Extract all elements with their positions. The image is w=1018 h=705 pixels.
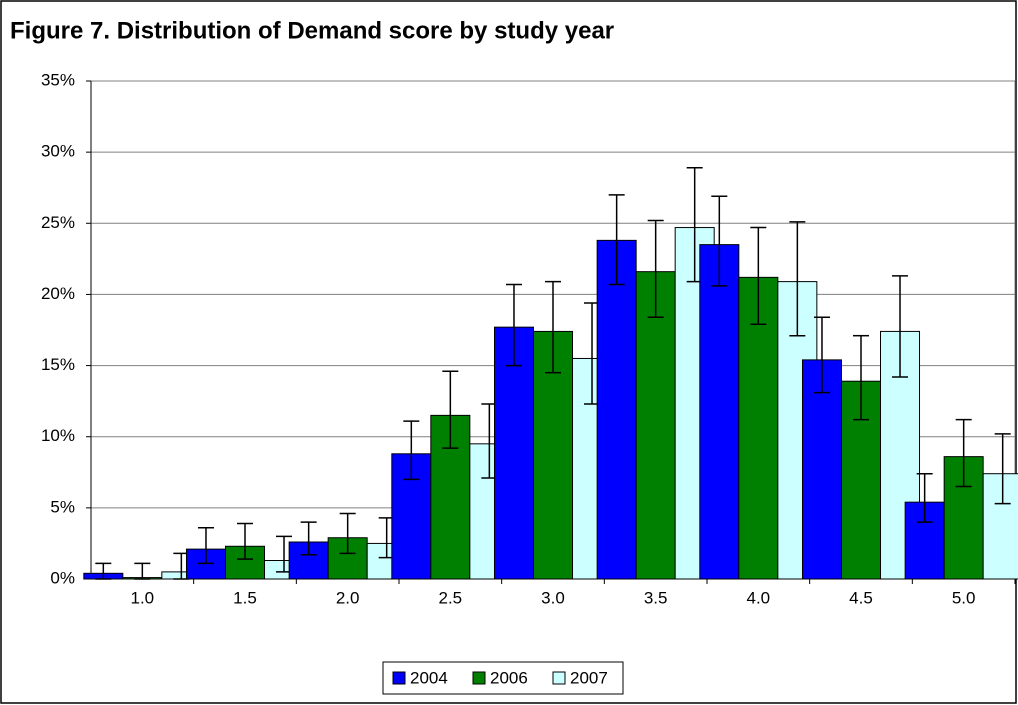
bar <box>699 244 740 580</box>
y-tick-label: 0% <box>50 568 75 587</box>
y-tick-label: 35% <box>41 70 75 89</box>
bar <box>982 473 1018 580</box>
legend-swatch <box>472 671 486 685</box>
legend-label: 2007 <box>570 668 608 687</box>
y-tick-label: 30% <box>41 142 75 161</box>
legend-label: 2006 <box>490 668 528 687</box>
bar <box>596 239 637 580</box>
x-tick-label: 3.0 <box>541 588 565 607</box>
y-tick-label: 15% <box>41 355 75 374</box>
x-tick-label: 3.5 <box>644 588 668 607</box>
legend-swatch <box>392 671 406 685</box>
x-tick-label: 1.5 <box>233 588 257 607</box>
x-tick-label: 4.5 <box>849 588 873 607</box>
x-tick-label: 1.0 <box>131 588 155 607</box>
legend-swatch <box>552 671 566 685</box>
y-tick-label: 20% <box>41 284 75 303</box>
y-tick-label: 25% <box>41 213 75 232</box>
bar <box>635 271 676 580</box>
bar <box>493 326 534 580</box>
legend-label: 2004 <box>410 668 448 687</box>
x-tick-label: 2.5 <box>439 588 463 607</box>
x-tick-label: 5.0 <box>952 588 976 607</box>
y-tick-label: 10% <box>41 426 75 445</box>
y-tick-label: 5% <box>50 497 75 516</box>
x-tick-label: 4.0 <box>747 588 771 607</box>
chart-title: Figure 7. Distribution of Demand score b… <box>10 17 614 44</box>
legend-box <box>382 661 624 695</box>
x-tick-label: 2.0 <box>336 588 360 607</box>
